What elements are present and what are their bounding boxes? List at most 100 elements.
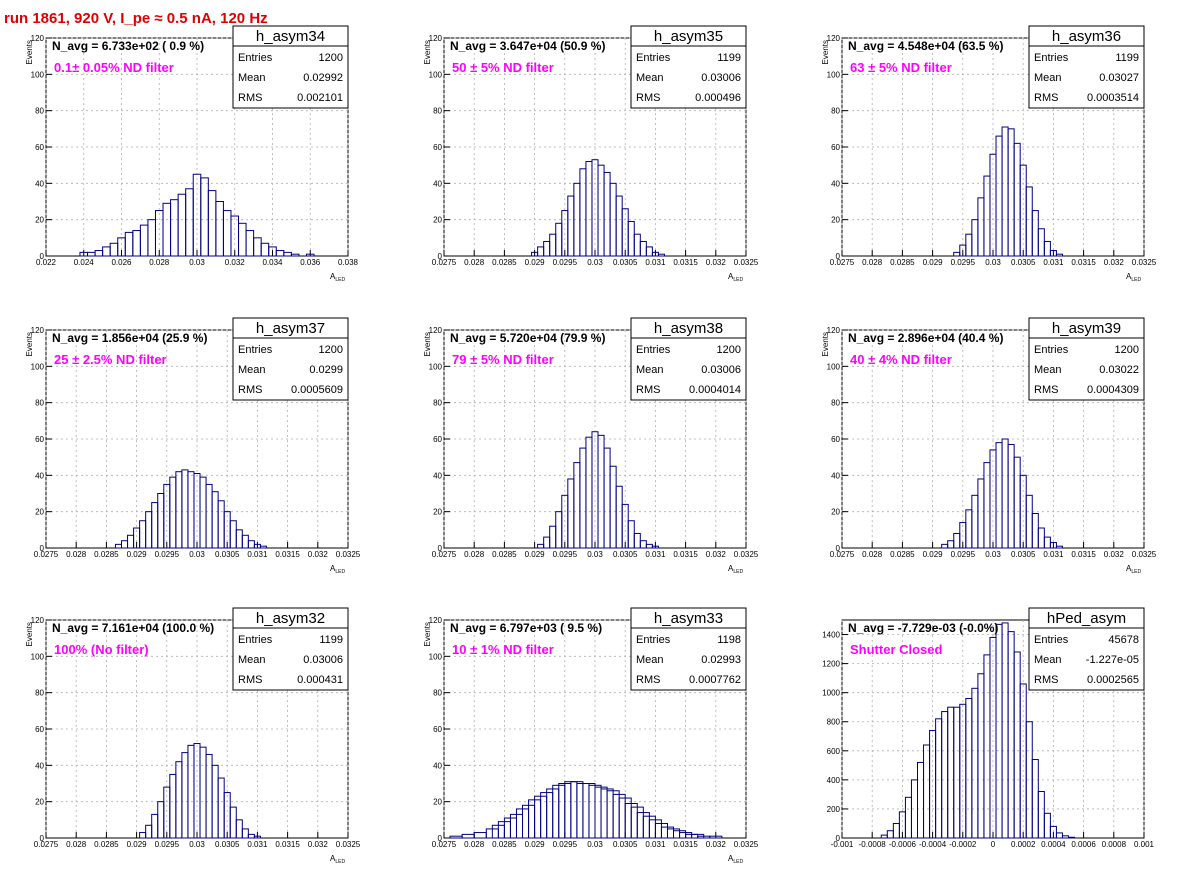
- stats-box: [630, 25, 747, 109]
- filter-label: 10 ± 1% ND filter: [452, 642, 554, 657]
- x-tick-label: 0.0002: [1011, 840, 1036, 849]
- stats-box: [232, 317, 349, 401]
- histogram-bin: [1043, 240, 1051, 257]
- stats-label: RMS: [1034, 384, 1058, 396]
- histogram-bin: [645, 246, 653, 257]
- x-tick-label: 0.0315: [673, 550, 698, 559]
- stats-value: 45678: [1108, 634, 1139, 646]
- x-tick-label: 0.036: [300, 258, 321, 267]
- stats-label: Entries: [636, 344, 671, 356]
- x-tick-label: 0.031: [1043, 550, 1064, 559]
- y-tick-label: 0: [40, 252, 45, 261]
- stats-box-title: h_asym38: [654, 320, 723, 337]
- stats-label: Mean: [1034, 654, 1062, 666]
- y-tick-label: 200: [827, 805, 841, 814]
- stats-label: Entries: [1034, 634, 1069, 646]
- x-tick-label: 0.0004: [1041, 840, 1066, 849]
- x-tick-label: 0.0315: [275, 550, 300, 559]
- histogram-bin: [1055, 253, 1063, 257]
- page-title: run 1861, 920 V, I_pe ≈ 0.5 nA, 120 Hz: [4, 10, 268, 27]
- y-tick-label: 0: [40, 544, 45, 553]
- y-tick-label: 120: [31, 34, 45, 43]
- histogram-bin: [305, 253, 315, 257]
- x-axis-title: ALED: [728, 854, 743, 865]
- x-tick-label: 0.024: [74, 258, 95, 267]
- y-tick-label: 0: [40, 834, 45, 843]
- filter-label: 40 ± 4% ND filter: [850, 352, 952, 367]
- navg-label: N_avg = -7.729e-03 (-0.0%): [848, 621, 998, 635]
- x-tick-label: 0.028: [464, 258, 485, 267]
- x-tick-label: 0.0006: [1071, 840, 1096, 849]
- x-tick-label: 0.0008: [1102, 840, 1127, 849]
- y-axis-title: Events: [423, 40, 432, 64]
- y-tick-label: 20: [433, 508, 442, 517]
- x-tick-label: 0.029: [525, 550, 546, 559]
- y-tick-label: 60: [831, 143, 840, 152]
- histogram-bin: [709, 835, 723, 839]
- x-tick-label: 0.032: [308, 840, 329, 849]
- navg-label: N_avg = 6.733e+02 ( 0.9 %): [52, 39, 204, 53]
- navg-label: N_avg = 4.548e+04 (63.5 %): [848, 39, 1003, 53]
- stats-value: 0.02992: [303, 72, 343, 84]
- stats-value: 0.0299: [309, 364, 343, 376]
- x-tick-label: 0.0285: [94, 840, 119, 849]
- x-tick-label: 0.0325: [336, 550, 361, 559]
- histogram-panel-h_asym39: 0.0275 0.028 0.0285 0.029 0.0295 0.03 0.0305 0.…: [821, 317, 1157, 575]
- x-tick-label: 0.031: [645, 550, 666, 559]
- y-axis-title: Events: [423, 332, 432, 356]
- x-tick-label: 0.0285: [492, 840, 517, 849]
- x-tick-label: 0.03: [985, 550, 1001, 559]
- y-tick-label: 120: [827, 326, 841, 335]
- x-tick-label: 0: [991, 840, 996, 849]
- stats-label: Mean: [238, 364, 266, 376]
- y-tick-label: 80: [831, 107, 840, 116]
- y-tick-label: 40: [35, 471, 44, 480]
- x-tick-label: 0.031: [645, 258, 666, 267]
- y-tick-label: 20: [831, 216, 840, 225]
- stats-value: 0.000431: [297, 674, 343, 686]
- histogram-bin: [259, 545, 267, 549]
- y-tick-label: 80: [433, 399, 442, 408]
- y-tick-label: 100: [429, 70, 443, 79]
- x-tick-label: 0.031: [247, 550, 268, 559]
- x-tick-label: 0.026: [111, 258, 132, 267]
- y-tick-label: 100: [31, 70, 45, 79]
- stats-label: RMS: [636, 674, 660, 686]
- y-tick-label: 100: [827, 70, 841, 79]
- x-tick-label: 0.0285: [492, 550, 517, 559]
- y-tick-label: 120: [31, 616, 45, 625]
- stats-value: 0.002101: [297, 92, 343, 104]
- x-tick-label: 0.029: [923, 258, 944, 267]
- x-tick-label: 0.0285: [492, 258, 517, 267]
- stats-box-title: h_asym32: [256, 610, 325, 627]
- x-tick-label: 0.028: [464, 840, 485, 849]
- x-tick-label: 0.0325: [734, 550, 759, 559]
- x-tick-label: 0.0315: [673, 840, 698, 849]
- y-tick-label: 0: [836, 252, 841, 261]
- y-tick-label: 100: [429, 362, 443, 371]
- navg-label: N_avg = 5.720e+04 (79.9 %): [450, 331, 605, 345]
- filter-label: 0.1± 0.05% ND filter: [54, 60, 174, 75]
- x-tick-label: 0.0295: [155, 840, 180, 849]
- stats-value: 1200: [319, 344, 343, 356]
- x-tick-label: 0.03: [587, 840, 603, 849]
- y-tick-label: 800: [827, 718, 841, 727]
- x-axis-title: ALED: [1126, 564, 1141, 575]
- y-axis-title: Events: [25, 332, 34, 356]
- x-axis-title: ALED: [1126, 272, 1141, 283]
- filter-label: Shutter Closed: [850, 642, 943, 657]
- filter-label: 63 ± 5% ND filter: [850, 60, 952, 75]
- stats-label: RMS: [238, 92, 262, 104]
- x-tick-label: 0.032: [308, 550, 329, 559]
- histogram-panel-h_asym34: 0.022 0.024 0.026 0.028 0.03 0.032 0.034 0.036 0…: [25, 25, 359, 283]
- x-tick-label: 0.0315: [673, 258, 698, 267]
- x-tick-label: 0.03: [189, 258, 205, 267]
- y-tick-label: 20: [831, 508, 840, 517]
- histogram-bin: [1043, 812, 1051, 839]
- x-tick-label: 0.031: [1043, 258, 1064, 267]
- x-tick-label: 0.03: [587, 258, 603, 267]
- histogram-bin: [651, 545, 659, 549]
- x-tick-label: 0.0305: [1011, 550, 1036, 559]
- y-tick-label: 20: [433, 798, 442, 807]
